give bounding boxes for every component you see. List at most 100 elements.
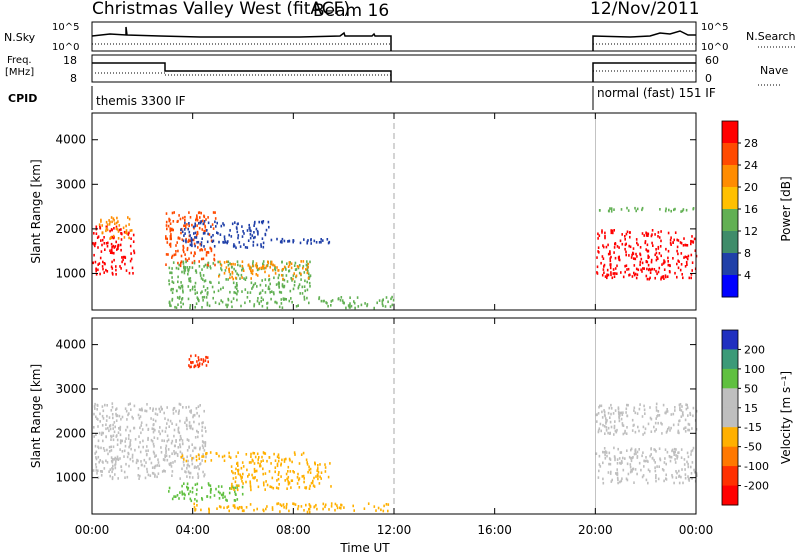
velocity-echo-cell bbox=[94, 407, 96, 410]
power-echo-cell bbox=[191, 238, 194, 242]
power-echo-cell bbox=[290, 262, 293, 265]
velocity-echo-cell bbox=[102, 431, 104, 435]
power-echo-cell bbox=[171, 280, 174, 283]
power-echo-cell bbox=[603, 271, 605, 274]
power-echo-cell bbox=[678, 260, 680, 263]
velocity-echo-cell bbox=[113, 430, 116, 434]
velocity-echo-cell bbox=[662, 403, 665, 407]
power-echo-cell bbox=[195, 234, 198, 237]
power-echo-cell bbox=[171, 227, 173, 231]
power-echo-cell bbox=[233, 291, 235, 294]
power-echo-cell bbox=[604, 231, 606, 235]
velocity-echo-cell bbox=[340, 503, 342, 507]
power-echo-cell bbox=[277, 282, 280, 285]
velocity-echo-cell bbox=[663, 461, 666, 464]
power-echo-cell bbox=[237, 263, 239, 267]
power-echo-cell bbox=[266, 301, 269, 305]
velocity-echo-cell bbox=[95, 469, 98, 472]
power-echo-cell bbox=[182, 290, 184, 294]
velocity-echo-cell bbox=[109, 468, 112, 471]
power-echo-cell bbox=[659, 208, 661, 211]
power-echo-cell bbox=[184, 232, 186, 235]
velocity-echo-cell bbox=[143, 458, 146, 462]
velocity-echo-cell bbox=[110, 438, 112, 441]
power-echo-cell bbox=[225, 266, 228, 269]
velocity-echo-cell bbox=[198, 467, 200, 471]
power-echo-cell bbox=[193, 242, 196, 246]
velocity-echo-cell bbox=[179, 445, 182, 449]
velocity-echo-cell bbox=[186, 438, 189, 441]
power-echo-cell bbox=[624, 238, 626, 241]
velocity-echo-cell bbox=[638, 448, 640, 451]
power-echo-cell bbox=[171, 254, 174, 258]
velocity-echo-cell bbox=[688, 428, 691, 432]
power-echo-cell bbox=[278, 284, 280, 288]
velocity-echo-cell bbox=[174, 495, 177, 498]
power-echo-cell bbox=[101, 265, 104, 268]
velocity-echo-cell bbox=[111, 402, 114, 405]
velocity-echo-cell bbox=[185, 406, 187, 409]
velocity-echo-cell bbox=[101, 424, 104, 427]
power-echo-cell bbox=[177, 267, 180, 271]
power-echo-cell bbox=[232, 297, 235, 300]
power-echo-cell bbox=[188, 279, 191, 283]
power-echo-cell bbox=[283, 239, 286, 243]
power-echo-cell bbox=[269, 291, 271, 294]
velocity-echo-cell bbox=[249, 485, 252, 489]
power-echo-cell bbox=[165, 224, 168, 227]
power-echo-cell bbox=[122, 226, 125, 230]
power-echo-cell bbox=[648, 277, 650, 281]
velocity-echo-cell bbox=[658, 447, 661, 450]
power-echo-cell bbox=[657, 231, 660, 234]
power-echo-cell bbox=[92, 242, 94, 245]
velocity-echo-cell bbox=[248, 461, 251, 464]
power-echo-cell bbox=[602, 268, 605, 271]
power-echo-cell bbox=[272, 291, 275, 294]
power-echo-cell bbox=[130, 237, 132, 240]
velocity-echo-cell bbox=[658, 465, 660, 468]
velocity-echo-cell bbox=[288, 509, 290, 513]
power-echo-cell bbox=[258, 292, 261, 295]
velocity-echo-cell bbox=[171, 452, 173, 455]
power-echo-cell bbox=[166, 241, 169, 244]
power-echo-cell bbox=[187, 268, 189, 272]
power-echo-cell bbox=[680, 252, 683, 255]
power-echo-cell bbox=[339, 299, 342, 302]
power-echo-cell bbox=[228, 233, 230, 237]
power-echo-cell bbox=[116, 216, 118, 220]
velocity-echo-cell bbox=[656, 415, 658, 418]
velocity-echo-cell bbox=[167, 438, 170, 442]
velocity-echo-cell bbox=[108, 450, 111, 453]
velocity-echo-cell bbox=[286, 502, 288, 506]
velocity-echo-cell bbox=[620, 411, 622, 415]
velocity-echo-cell bbox=[274, 470, 276, 474]
power-echo-cell bbox=[613, 208, 615, 211]
power-echo-cell bbox=[203, 265, 205, 268]
velocity-echo-cell bbox=[177, 412, 180, 415]
power-echo-cell bbox=[643, 234, 645, 237]
power-echo-cell bbox=[212, 239, 215, 243]
power-echo-cell bbox=[669, 264, 671, 268]
power-echo-cell bbox=[281, 284, 284, 288]
power-echo-cell bbox=[264, 270, 266, 274]
power-echo-cell bbox=[641, 232, 644, 235]
power-echo-cell bbox=[130, 229, 133, 232]
power-echo-cell bbox=[101, 224, 103, 227]
power-echo-cell bbox=[183, 228, 186, 231]
velocity-echo-cell bbox=[97, 446, 100, 450]
power-y-axis-title: Slant Range [km] bbox=[29, 159, 43, 263]
power-echo-cell bbox=[642, 267, 644, 270]
velocity-echo-cell bbox=[597, 476, 600, 479]
power-echo-cell bbox=[204, 248, 206, 251]
power-echo-cell bbox=[175, 266, 178, 270]
velocity-echo-cell bbox=[166, 406, 168, 409]
velocity-echo-cell bbox=[270, 462, 272, 465]
velocity-echo-cell bbox=[633, 406, 636, 410]
power-echo-cell bbox=[181, 270, 183, 274]
power-echo-cell bbox=[103, 242, 106, 245]
velocity-echo-cell bbox=[293, 451, 296, 454]
velocity-echo-cell bbox=[283, 506, 285, 509]
time-tick-label: 08:00 bbox=[276, 523, 311, 537]
velocity-echo-cell bbox=[131, 453, 134, 457]
power-echo-cell bbox=[177, 249, 179, 253]
